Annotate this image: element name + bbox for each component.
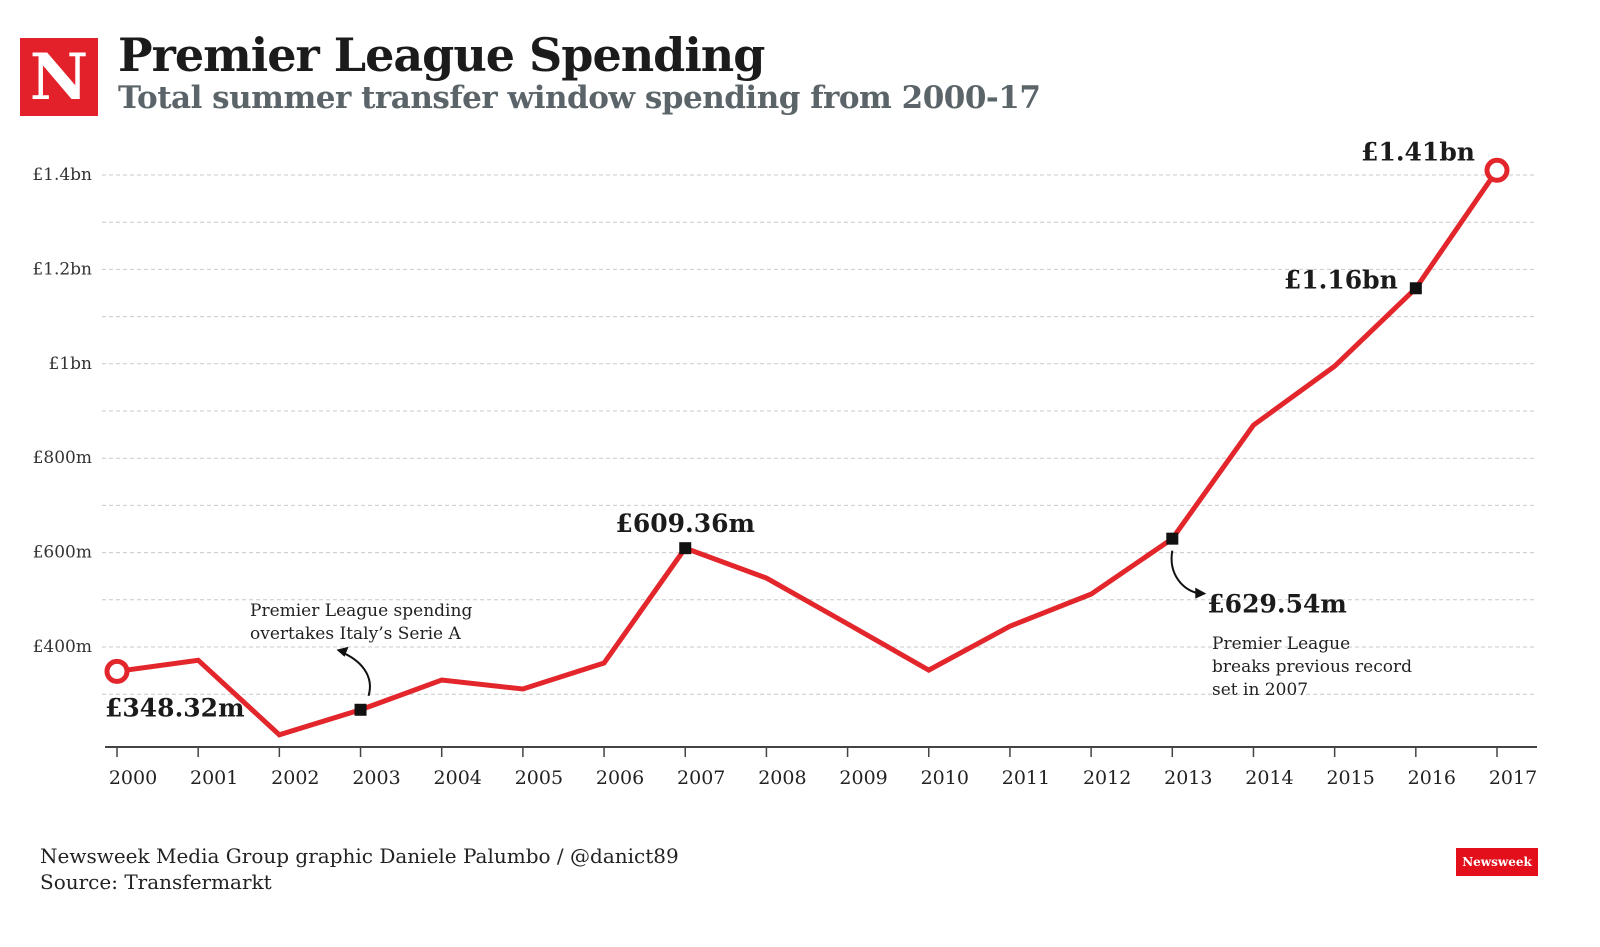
x-tick-label: 2002 xyxy=(271,767,319,789)
x-tick-label: 2013 xyxy=(1164,767,1212,789)
chart-subtitle: Total summer transfer window spending fr… xyxy=(118,80,1041,116)
annotation-arrow xyxy=(1170,550,1201,595)
x-tick-label: 2008 xyxy=(758,767,806,789)
x-tick-label: 2014 xyxy=(1245,767,1293,789)
annotation-text-2003: overtakes Italy’s Serie A xyxy=(250,624,461,644)
credits: Newsweek Media Group graphic Daniele Pal… xyxy=(40,843,679,895)
open-circle-marker xyxy=(104,658,130,684)
point-label-2013: £629.54m xyxy=(1207,590,1347,619)
x-tick-label: 2016 xyxy=(1408,767,1456,789)
newsweek-brand-badge: Newsweek xyxy=(1456,848,1538,876)
annotation-text-2013: set in 2007 xyxy=(1212,680,1308,700)
annotation-text-2013: breaks previous record xyxy=(1212,657,1412,677)
y-tick-label: £600m xyxy=(33,543,92,563)
x-tick-label: 2015 xyxy=(1326,767,1374,789)
point-label-2016: £1.16bn xyxy=(1284,265,1398,294)
x-tick-label: 2003 xyxy=(352,767,400,789)
arrowhead-icon xyxy=(1195,587,1207,599)
series-line xyxy=(116,168,1500,738)
credit-text: Newsweek Media Group graphic Daniele Pal… xyxy=(40,844,679,868)
y-tick-label: £1.2bn xyxy=(32,259,92,279)
x-tick-label: 2011 xyxy=(1002,767,1050,789)
x-tick-label: 2007 xyxy=(677,767,725,789)
chart-title: Premier League Spending xyxy=(118,28,765,82)
annotation-text-2013: Premier League xyxy=(1212,634,1350,654)
y-tick-label: £800m xyxy=(33,448,92,468)
y-tick-label: £1bn xyxy=(49,354,93,374)
arrowhead-icon xyxy=(336,646,349,657)
square-marker xyxy=(354,703,367,716)
point-label-2007: £609.36m xyxy=(615,509,755,538)
annotation-arrow xyxy=(340,650,371,697)
annotation-text-2003: Premier League spending xyxy=(250,601,472,621)
x-tick-label: 2001 xyxy=(190,767,238,789)
x-tick-label: 2009 xyxy=(839,767,887,789)
point-label-2000: £348.32m xyxy=(105,693,245,722)
y-tick-label: £1.4bn xyxy=(32,165,92,185)
x-tick-label: 2000 xyxy=(109,767,157,789)
source-text: Source: Transfermarkt xyxy=(40,870,272,894)
x-tick-label: 2005 xyxy=(515,767,563,789)
x-tick-label: 2004 xyxy=(434,767,482,789)
x-tick-label: 2017 xyxy=(1489,767,1537,789)
newsweek-logo: N xyxy=(20,38,98,116)
y-tick-label: £400m xyxy=(33,637,92,657)
x-tick-label: 2010 xyxy=(921,767,969,789)
square-marker xyxy=(1166,532,1179,545)
square-marker xyxy=(679,542,692,555)
open-circle-marker xyxy=(1484,157,1510,183)
x-tick-label: 2012 xyxy=(1083,767,1131,789)
point-label-2017: £1.41bn xyxy=(1361,137,1475,166)
x-tick-label: 2006 xyxy=(596,767,644,789)
square-marker xyxy=(1409,282,1422,295)
